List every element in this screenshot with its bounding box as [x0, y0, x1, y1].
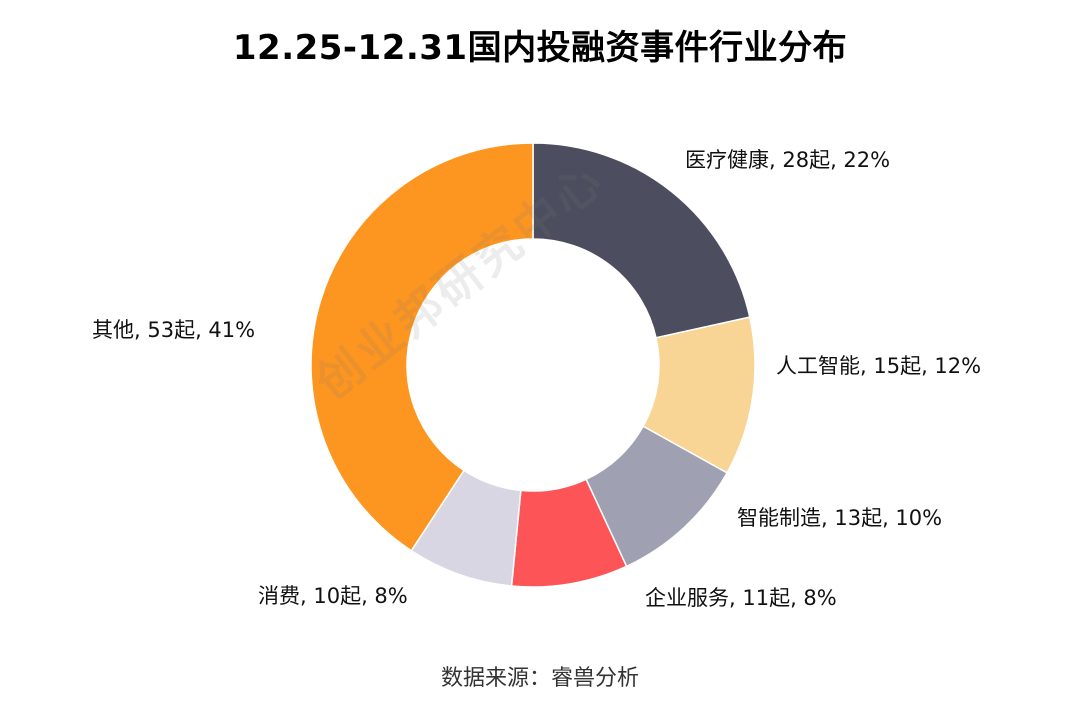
slice-label-2: 人工智能, 15起, 12% [776, 354, 981, 378]
slice-label-5: 消费, 10起, 8% [258, 584, 408, 608]
chart-title: 12.25-12.31国内投融资事件行业分布 [232, 28, 848, 68]
slice-label-4: 企业服务, 11起, 8% [645, 586, 837, 610]
slice-1 [532, 142, 751, 339]
data-source: 数据来源：睿兽分析 [440, 666, 639, 691]
slice-label-3: 智能制造, 13起, 10% [737, 506, 942, 530]
slice-6 [310, 142, 534, 552]
slice-label-1: 医疗健康, 28起, 22% [685, 148, 890, 172]
slice-label-6: 其他, 53起, 41% [92, 318, 255, 342]
